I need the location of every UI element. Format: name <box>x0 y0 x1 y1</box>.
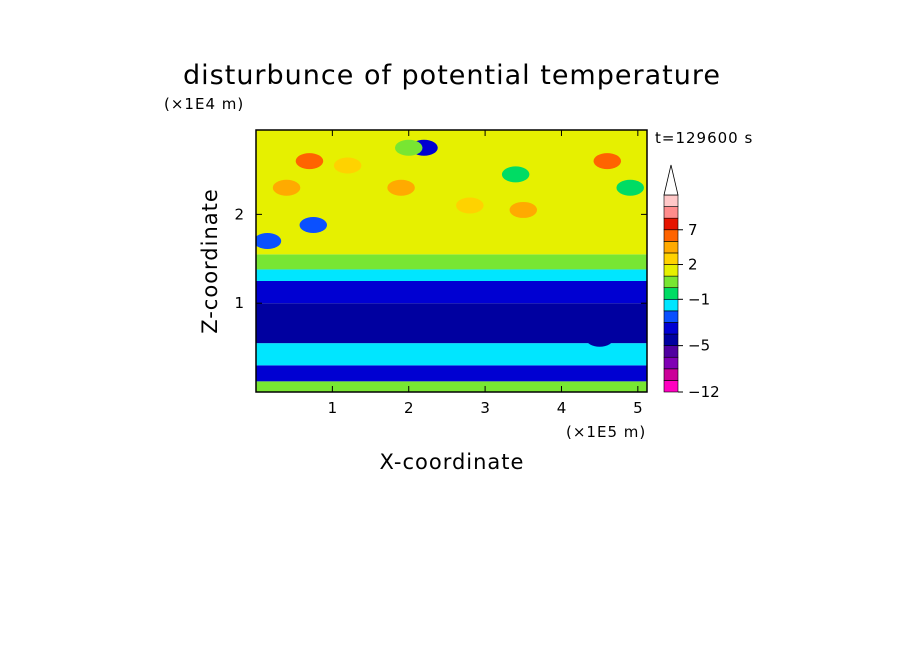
colorbar-label-2: 2 <box>688 256 698 274</box>
field-feature-11 <box>585 330 614 347</box>
field-feature-13 <box>333 157 362 174</box>
y-unit-label: (×1E4 m) <box>164 95 244 113</box>
colorbar-label--1: −1 <box>688 290 710 308</box>
colorbar-segment-12 <box>663 241 679 254</box>
x-unit-label: (×1E5 m) <box>566 423 646 441</box>
colorbar-segment-8 <box>663 287 679 300</box>
field-band-1 <box>256 365 647 382</box>
field-feature-10 <box>616 179 644 196</box>
x-axis: 1 2 3 4 5 <box>328 130 643 417</box>
colorbar-label-7: 7 <box>688 221 698 239</box>
colorbar-segment-2 <box>663 356 679 370</box>
colorbar-segment-16 <box>663 194 679 207</box>
time-label: t=129600 s <box>655 129 753 147</box>
field-feature-5 <box>394 139 423 156</box>
field-feature-12 <box>456 197 484 214</box>
field-feature-2 <box>256 233 282 250</box>
x-tick-label-4: 4 <box>557 399 567 417</box>
colorbar-segment-5 <box>663 322 679 335</box>
field-feature-9 <box>593 153 622 170</box>
colorbar-segment-13 <box>663 229 679 242</box>
colorbar-segment-0 <box>663 380 679 393</box>
field-band-5 <box>256 269 647 281</box>
chart-title: disturbunce of potential temperature <box>183 60 721 91</box>
x-tick-label-1: 1 <box>328 399 338 417</box>
field-band-3 <box>256 303 647 344</box>
plot-area <box>256 130 647 392</box>
colorbar-segment-6 <box>663 310 679 323</box>
y-tick-label-1: 1 <box>234 294 244 312</box>
field-feature-8 <box>387 179 415 196</box>
field-feature-6 <box>501 166 530 183</box>
field-feature-3 <box>299 217 328 234</box>
colorbar-segment-3 <box>663 345 679 358</box>
x-tick-label-5: 5 <box>633 399 643 417</box>
colorbar-segment-14 <box>663 217 679 231</box>
colorbar: −12−5−127 <box>663 164 720 401</box>
field-feature-7 <box>509 201 538 218</box>
x-axis-title: X-coordinate <box>380 450 525 474</box>
y-axis: 12 <box>234 205 647 312</box>
colorbar-label--12: −12 <box>688 383 720 401</box>
y-axis-title: Z-coordinate <box>198 188 222 334</box>
plot-frame <box>255 129 648 393</box>
colorbar-segment-10 <box>663 264 679 277</box>
field-band-6 <box>256 254 647 270</box>
field-band-4 <box>256 280 647 304</box>
colorbar-segment-9 <box>663 275 679 289</box>
x-tick-label-3: 3 <box>480 399 490 417</box>
field-band-0 <box>256 381 647 392</box>
y-tick-label-2: 2 <box>234 205 244 223</box>
colorbar-segment-11 <box>663 252 679 265</box>
colorbar-segment-7 <box>663 298 679 312</box>
colorbar-segment-1 <box>663 368 679 381</box>
field-feature-1 <box>272 179 301 196</box>
x-tick-label-2: 2 <box>404 399 414 417</box>
colorbar-segment-4 <box>663 333 679 346</box>
colorbar-segment-15 <box>663 206 679 219</box>
field-band-2 <box>256 343 647 366</box>
field-band-7 <box>256 130 647 255</box>
colorbar-extend-arrow <box>663 164 679 196</box>
colorbar-label--5: −5 <box>688 337 710 355</box>
field-feature-0 <box>295 153 324 170</box>
